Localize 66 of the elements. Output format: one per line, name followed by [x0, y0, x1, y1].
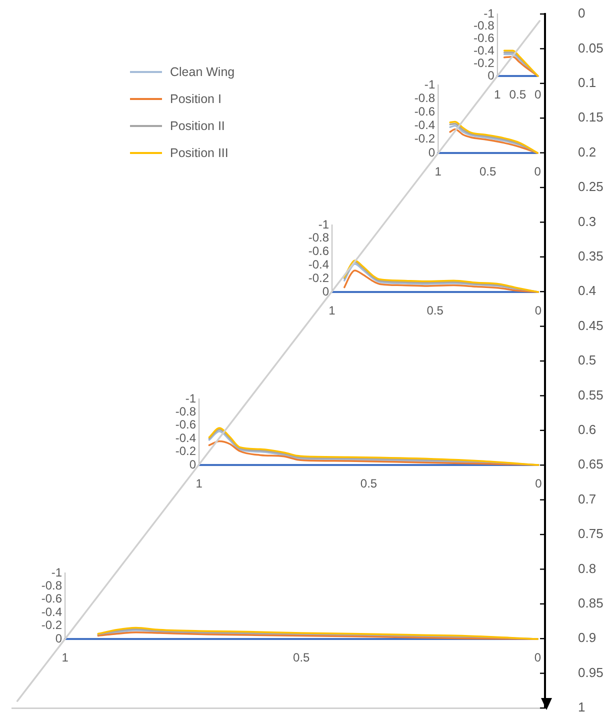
y-tick-label: 0.2: [578, 144, 596, 160]
y-tick-label: -0.4: [414, 118, 436, 132]
y-tick-label: 0.65: [578, 456, 604, 472]
y-tick-label: -0.2: [174, 444, 196, 458]
legend-label: Position III: [170, 146, 228, 160]
y-tick-label: 0.7: [578, 491, 596, 506]
y-tick-label: -1: [484, 6, 495, 21]
y-tick-label: -0.8: [42, 578, 63, 592]
y-tick-label: -0.2: [414, 132, 436, 146]
y-tick-label: 0: [488, 68, 495, 83]
y-tick-label: 0.25: [578, 179, 604, 194]
x-tick-label: 0: [534, 88, 542, 102]
y-tick-label: 0.1: [578, 74, 596, 90]
y-tick-label: -0.4: [174, 431, 196, 446]
y-tick-label: 0.9: [578, 630, 596, 646]
y-tick-label: 0: [188, 457, 196, 472]
x-tick-label: 0.5: [293, 650, 310, 664]
y-tick-label: -0.8: [308, 230, 330, 244]
legend-label: Position II: [170, 118, 225, 132]
x-tick-label: 0: [534, 164, 542, 178]
line-series: [16, 20, 541, 702]
y-tick-label: 0: [428, 145, 436, 160]
y-tick-label: -0.6: [473, 32, 495, 46]
line-series: [343, 269, 539, 292]
y-tick-label: 0.8: [578, 560, 596, 576]
y-tick-label: 0.75: [578, 526, 604, 542]
x-tick-label: 0: [534, 650, 542, 664]
y-tick-label: 0.05: [578, 40, 604, 56]
legend-label: Position I: [170, 92, 222, 106]
y-tick-label: 0.4: [578, 283, 596, 298]
y-tick-label: -1: [424, 77, 436, 92]
y-tick-label: 0.95: [578, 664, 604, 680]
y-tick-label: -0.6: [174, 418, 196, 432]
y-tick-label: 1: [578, 700, 586, 715]
y-tick-label: 0.6: [578, 422, 596, 437]
y-tick-label: 0.5: [578, 352, 596, 368]
y-tick-label: -0.8: [473, 19, 495, 34]
y-tick-label: -0.8: [174, 404, 196, 419]
y-tick-label: 0.35: [578, 248, 604, 264]
y-tick-label: 0.85: [578, 595, 604, 610]
line-series: [208, 440, 539, 466]
y-tick-label: -1: [184, 391, 196, 406]
y-tick-label: -0.4: [473, 44, 495, 58]
x-tick-label: 0: [534, 476, 542, 491]
y-tick-label: -1: [52, 564, 63, 579]
y-tick-label: 0.45: [578, 318, 604, 333]
y-tick-label: 0.55: [578, 387, 604, 402]
y-tick-label: -0.2: [42, 618, 63, 632]
y-tick-label: -0.4: [308, 257, 330, 272]
y-tick-label: -0.2: [308, 270, 330, 285]
x-tick-label: 0.5: [360, 476, 377, 491]
y-tick-label: -0.8: [414, 90, 436, 105]
y-tick-label: 0.15: [578, 110, 604, 125]
y-tick-label: -1: [318, 216, 330, 231]
y-tick-label: 0: [322, 284, 330, 298]
y-tick-label: -0.6: [42, 591, 63, 606]
y-tick-label: 0: [578, 6, 586, 21]
y-tick-label: -0.6: [414, 104, 436, 118]
legend-label: Clean Wing: [170, 64, 235, 78]
x-tick-label: 0.5: [509, 88, 526, 102]
y-tick-label: 0.3: [578, 214, 596, 229]
y-tick-label: 0: [56, 630, 63, 645]
y-tick-label: -0.4: [42, 604, 63, 619]
y-tick-label: -0.2: [473, 56, 495, 70]
x-tick-label: 0: [534, 303, 542, 318]
y-tick-label: -0.6: [308, 244, 330, 258]
